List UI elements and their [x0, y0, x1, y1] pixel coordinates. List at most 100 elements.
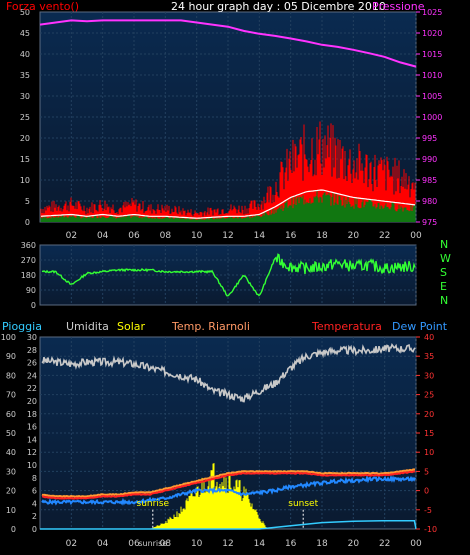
- p1-xtick-label: 06: [128, 231, 140, 241]
- compass-label: W: [440, 252, 451, 265]
- p3-pct-ytick-label: 30: [27, 333, 37, 342]
- p3-xtick-label: 22: [379, 539, 390, 549]
- p3-pct-ytick-label: 6: [32, 487, 37, 496]
- p3-xtick-label: 00: [410, 539, 422, 549]
- sunset-label: sunset: [288, 499, 318, 509]
- compass-label: E: [440, 280, 447, 293]
- p1-right-ytick-label: 990: [422, 155, 437, 164]
- temp-humidity-panel: sunrise sunset010203040506070809010002468…: [1, 320, 448, 549]
- solar-header: Solar: [117, 320, 146, 333]
- compass-label: N: [440, 294, 448, 307]
- p3-pct-ytick-label: 12: [27, 448, 37, 457]
- axis-sunrise-label: sunrise: [138, 539, 167, 548]
- p3-xtick-label: 16: [285, 539, 297, 549]
- p1-left-ytick-label: 5: [25, 197, 30, 206]
- p3-right-ytick-label: 20: [424, 410, 434, 419]
- p3-xtick-label: 12: [222, 539, 233, 549]
- temp-other-line: [41, 468, 416, 498]
- p2-left-ytick-label: 90: [26, 286, 36, 295]
- p1-right-ytick-label: 1005: [422, 92, 442, 101]
- p1-right-ytick-label: 1000: [422, 113, 442, 122]
- p3-right-ytick-label: -10: [424, 525, 437, 534]
- p3-right-ytick-label: 15: [424, 429, 434, 438]
- p3-pct-ytick-label: 8: [32, 474, 37, 483]
- p3-pct-ytick-label: 14: [27, 435, 37, 444]
- p3-xtick-label: 06: [128, 539, 140, 549]
- p3-pct-ytick-label: 26: [27, 359, 37, 368]
- rain-header: Pioggia: [2, 320, 42, 333]
- compass-label: S: [440, 266, 447, 279]
- temp-other-header: Temp. Riarnoli: [171, 320, 250, 333]
- temperature-header: Temperatura: [311, 320, 382, 333]
- p3-pct-ytick-label: 10: [27, 461, 37, 470]
- p3-rain-ytick-label: 30: [6, 467, 16, 476]
- p1-xtick-label: 10: [191, 231, 203, 241]
- p1-xtick-label: 12: [222, 231, 233, 241]
- p1-right-ytick-label: 1025: [422, 8, 442, 17]
- p1-left-ytick-label: 20: [20, 134, 30, 143]
- pressure-legend: Pressione: [372, 0, 425, 13]
- p1-left-ytick-label: 40: [20, 50, 30, 59]
- p3-pct-ytick-label: 18: [27, 410, 37, 419]
- temperature-line: [41, 470, 416, 500]
- p1-xtick-label: 02: [66, 231, 77, 241]
- dew-point-line: [41, 474, 416, 506]
- p3-rain-ytick-label: 40: [6, 448, 16, 457]
- p3-pct-ytick-label: 0: [32, 525, 37, 534]
- p3-pct-ytick-label: 24: [27, 371, 37, 380]
- dew-point-header: Dew Point: [392, 320, 448, 333]
- p3-right-ytick-label: 0: [424, 487, 429, 496]
- wind-pressure-panel: 0510152025303540455097598098599099510001…: [6, 0, 442, 241]
- compass-label: N: [440, 238, 448, 251]
- p3-rain-ytick-label: 60: [6, 410, 16, 419]
- wind-average-line: [40, 189, 416, 219]
- p3-xtick-label: 20: [348, 539, 360, 549]
- p3-pct-ytick-label: 2: [32, 512, 37, 521]
- p3-rain-ytick-label: 70: [6, 391, 16, 400]
- p3-xtick-label: 04: [97, 539, 109, 549]
- p1-left-ytick-label: 45: [20, 29, 30, 38]
- p3-rain-ytick-label: 10: [6, 506, 16, 515]
- pressure-line: [39, 19, 417, 68]
- p3-rain-ytick-label: 50: [6, 429, 16, 438]
- p1-xtick-label: 04: [97, 231, 109, 241]
- p2-left-ytick-label: 360: [21, 241, 36, 250]
- rain-line: [40, 519, 417, 530]
- wind-speed-legend: Forza vento(): [6, 0, 79, 13]
- p1-right-ytick-label: 1020: [422, 29, 442, 38]
- chart-title: 24 hour graph day : 05 Dicembre 2010: [171, 0, 386, 13]
- p1-xtick-label: 18: [316, 231, 328, 241]
- p1-left-ytick-label: 50: [20, 8, 30, 17]
- p3-rain-ytick-label: 90: [6, 352, 16, 361]
- p1-xtick-label: 22: [379, 231, 390, 241]
- p3-pct-ytick-label: 28: [27, 346, 37, 355]
- p3-right-ytick-label: 10: [424, 448, 434, 457]
- p1-left-ytick-label: 10: [20, 176, 30, 185]
- humidity-header: Umidita: [66, 320, 109, 333]
- p3-right-ytick-label: 35: [424, 352, 434, 361]
- p1-xtick-label: 20: [348, 231, 360, 241]
- p1-xtick-label: 00: [410, 231, 422, 241]
- p1-xtick-label: 14: [254, 231, 266, 241]
- p3-right-ytick-label: 30: [424, 371, 434, 380]
- p3-right-ytick-label: 5: [424, 467, 429, 476]
- p3-rain-ytick-label: 80: [6, 371, 16, 380]
- p3-rain-ytick-label: 20: [6, 487, 16, 496]
- p3-xtick-label: 10: [191, 539, 203, 549]
- p3-right-ytick-label: 25: [424, 391, 434, 400]
- p2-left-ytick-label: 180: [21, 271, 36, 280]
- p1-right-ytick-label: 1010: [422, 71, 442, 80]
- wind-direction-line: [41, 253, 416, 297]
- p1-left-ytick-label: 30: [20, 92, 30, 101]
- p3-xtick-label: 02: [66, 539, 77, 549]
- p1-right-ytick-label: 995: [422, 134, 437, 143]
- p3-right-ytick-label: -5: [424, 506, 432, 515]
- p1-left-ytick-label: 25: [20, 113, 30, 122]
- p1-right-ytick-label: 980: [422, 197, 437, 206]
- p3-pct-ytick-label: 16: [27, 423, 37, 432]
- p1-left-ytick-label: 0: [25, 218, 30, 227]
- p1-right-ytick-label: 985: [422, 176, 437, 185]
- p2-left-ytick-label: 270: [21, 256, 36, 265]
